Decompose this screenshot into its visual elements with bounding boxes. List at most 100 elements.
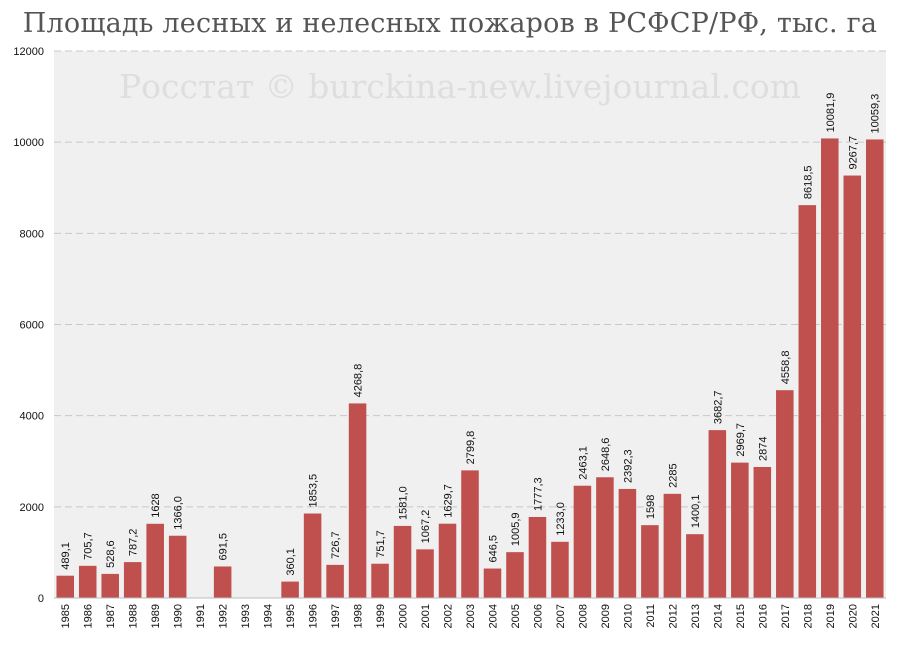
x-tick-label: 1991 xyxy=(195,604,207,628)
data-label: 787,2 xyxy=(128,529,140,557)
data-label: 1233,0 xyxy=(555,502,567,536)
x-tick-label: 1990 xyxy=(173,604,185,628)
x-tick-label: 2016 xyxy=(757,604,769,628)
bars-group xyxy=(56,138,884,599)
bar xyxy=(101,573,119,598)
data-label: 3682,7 xyxy=(712,390,724,424)
data-label: 1005,9 xyxy=(510,512,522,546)
data-label: 1853,5 xyxy=(308,474,320,508)
bar xyxy=(865,139,884,599)
y-tick-label: 4000 xyxy=(20,411,44,423)
bar xyxy=(596,477,614,598)
bar xyxy=(618,488,637,598)
bar xyxy=(843,175,862,598)
bar xyxy=(393,525,412,598)
x-tick-label: 1996 xyxy=(308,604,320,628)
x-tick-label: 2008 xyxy=(577,604,589,628)
data-label: 751,7 xyxy=(375,530,387,558)
data-label: 2392,3 xyxy=(622,449,634,483)
x-tick-label: 1995 xyxy=(285,604,297,628)
x-tick-label: 1998 xyxy=(353,604,365,628)
bar xyxy=(753,466,772,598)
y-tick-label: 8000 xyxy=(20,228,44,240)
x-tick-label: 2019 xyxy=(825,604,837,628)
x-tick-label: 1997 xyxy=(330,604,342,628)
data-label: 1067,2 xyxy=(420,510,432,544)
bar xyxy=(528,516,547,598)
data-label: 8618,5 xyxy=(802,165,814,199)
y-tick-label: 10000 xyxy=(13,137,44,149)
data-label: 1628 xyxy=(150,493,162,517)
bar xyxy=(146,523,164,598)
data-label: 360,1 xyxy=(285,548,297,576)
data-label: 726,7 xyxy=(330,531,342,559)
x-tick-label: 1992 xyxy=(218,604,230,628)
x-tick-label: 2012 xyxy=(667,604,679,628)
x-tick-label: 2001 xyxy=(420,604,432,628)
data-label: 2799,8 xyxy=(465,431,477,465)
data-label: 1598 xyxy=(645,495,657,519)
data-label: 646,5 xyxy=(487,535,499,563)
x-tick-label: 2017 xyxy=(780,604,792,628)
x-axis: 1985 1986 1987 1988 1989 1990 1991 1992 1993 1994… xyxy=(60,604,882,628)
x-tick-label: 1988 xyxy=(128,604,140,628)
data-label: 9267,7 xyxy=(847,136,859,170)
x-tick-label: 2018 xyxy=(802,604,814,628)
data-label: 691,5 xyxy=(218,533,230,561)
bar xyxy=(416,549,434,598)
x-tick-label: 2013 xyxy=(690,604,702,628)
bar xyxy=(731,462,749,598)
bar xyxy=(168,535,187,598)
data-label: 2463,1 xyxy=(577,446,589,480)
y-tick-label: 0 xyxy=(38,593,44,605)
y-axis: 0 2000 4000 6000 8000 10000 12000 xyxy=(13,46,886,605)
data-label: 2285 xyxy=(667,463,679,487)
data-label: 528,6 xyxy=(105,540,117,568)
x-tick-label: 2006 xyxy=(532,604,544,628)
data-label: 1400,1 xyxy=(690,495,702,529)
bar xyxy=(123,562,142,598)
data-labels-group: 489,1 705,7 528,6 787,2 1628 1366,0 691,5 360,1… xyxy=(60,93,882,576)
bar xyxy=(78,565,97,598)
bar xyxy=(371,563,389,598)
x-tick-label: 2009 xyxy=(600,604,612,628)
bar xyxy=(551,541,569,598)
x-tick-label: 2000 xyxy=(398,604,410,628)
data-label: 1777,3 xyxy=(532,477,544,511)
data-label: 1629,7 xyxy=(443,484,455,518)
y-tick-label: 2000 xyxy=(20,502,44,514)
x-tick-label: 2005 xyxy=(510,604,522,628)
watermark-text: Росстат © burckina-new.livejournal.com xyxy=(119,67,801,106)
bar xyxy=(686,534,704,598)
bar xyxy=(663,493,682,598)
x-tick-label: 2004 xyxy=(487,604,499,628)
bar xyxy=(438,523,457,598)
x-tick-label: 2010 xyxy=(622,604,634,628)
x-tick-label: 2014 xyxy=(712,604,724,628)
bar xyxy=(348,403,367,598)
x-tick-label: 1987 xyxy=(105,604,117,628)
bar xyxy=(821,138,839,598)
data-label: 1581,0 xyxy=(398,486,410,520)
data-label: 10059,3 xyxy=(870,94,882,134)
data-label: 2969,7 xyxy=(735,423,747,457)
bar xyxy=(326,564,344,598)
x-tick-label: 2015 xyxy=(735,604,747,628)
data-label: 489,1 xyxy=(60,542,72,570)
data-label: 4558,8 xyxy=(780,351,792,385)
x-tick-label: 2011 xyxy=(645,604,657,628)
bar xyxy=(483,568,502,598)
x-tick-label: 1993 xyxy=(240,604,252,628)
data-label: 2648,6 xyxy=(600,438,612,472)
x-tick-label: 2003 xyxy=(465,604,477,628)
bar xyxy=(213,566,232,598)
bar xyxy=(641,525,659,598)
x-tick-label: 1986 xyxy=(83,604,95,628)
bar xyxy=(798,205,817,598)
y-tick-label: 12000 xyxy=(13,46,44,58)
bar xyxy=(56,575,75,598)
x-tick-label: 1999 xyxy=(375,604,387,628)
x-tick-label: 2021 xyxy=(870,604,882,628)
data-label: 10081,9 xyxy=(825,93,837,133)
